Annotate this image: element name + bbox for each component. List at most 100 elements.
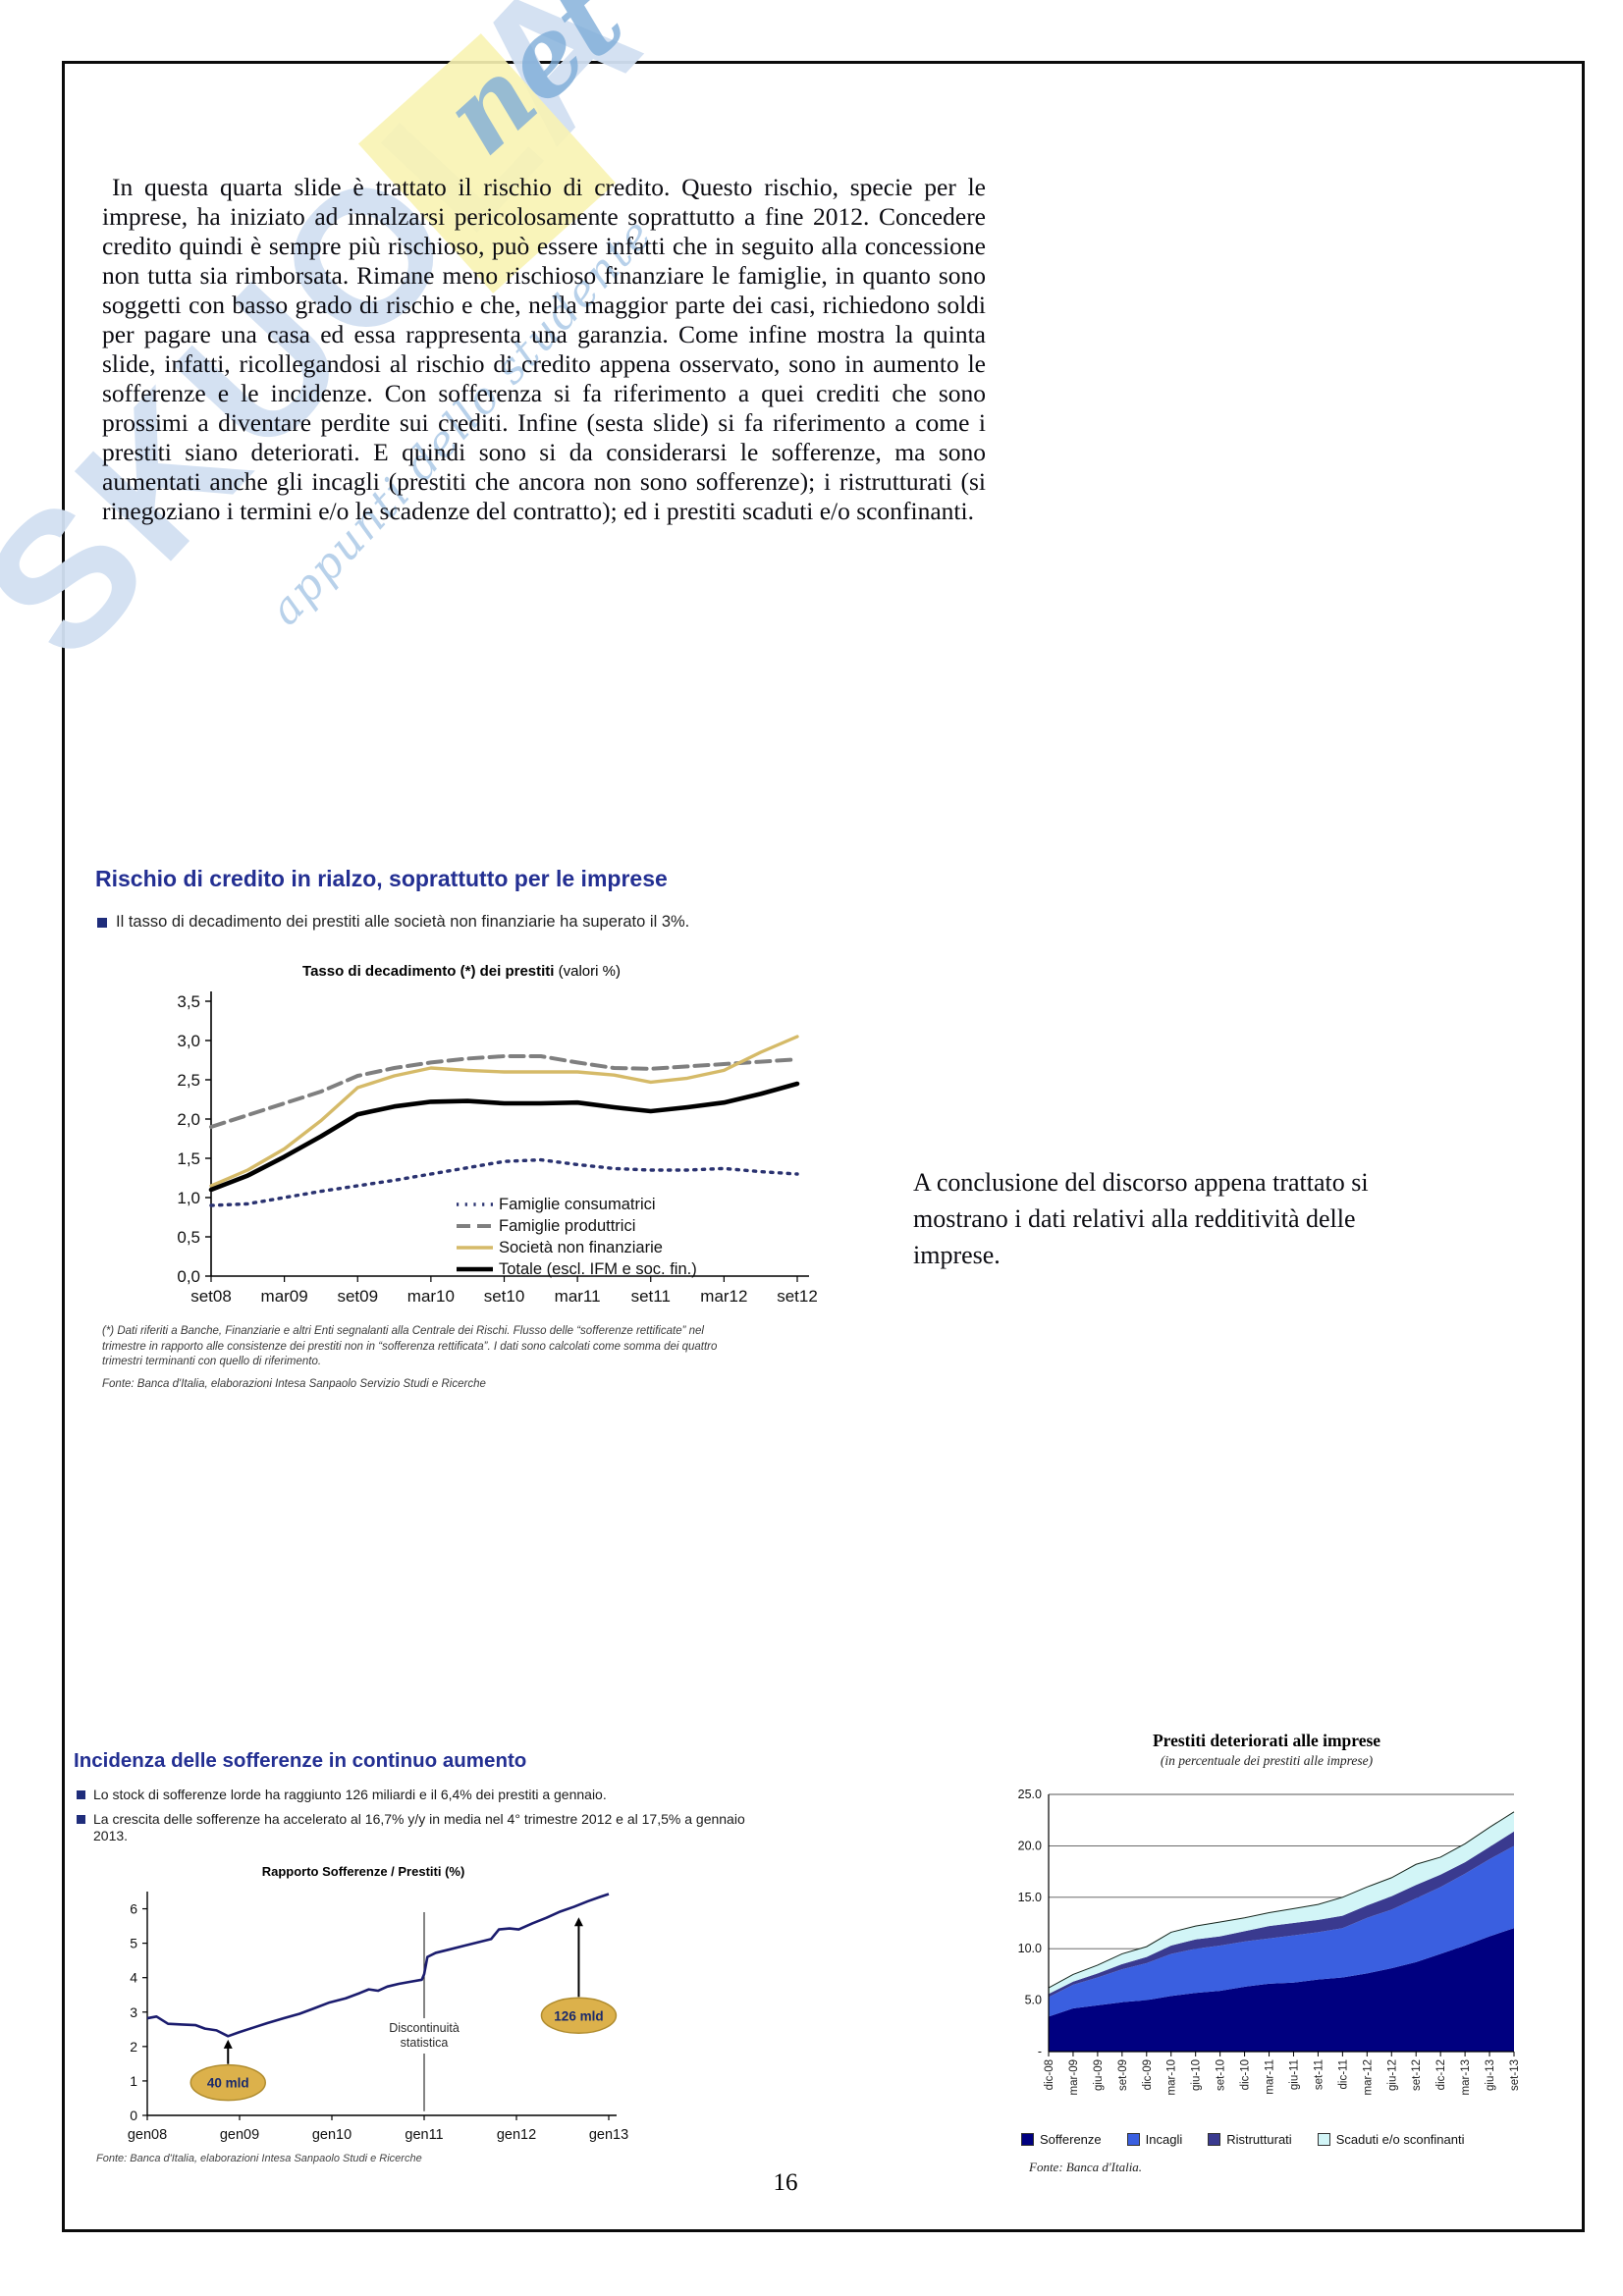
svg-text:dic-09: dic-09 — [1142, 2059, 1154, 2090]
legend-swatch-icon — [1208, 2133, 1221, 2146]
svg-text:5: 5 — [130, 1936, 137, 1951]
slide5-title: Incidenza delle sofferenze in continuo a… — [74, 1749, 527, 1772]
chart-prestiti-deteriorati: - 5.0 10.0 15.0 20.0 25.0 dic-08 mar-09 giu-09 se… — [1018, 1788, 1521, 2095]
chart1-footnote: (*) Dati riferiti a Banche, Finanziarie … — [102, 1325, 718, 1367]
svg-text:20.0: 20.0 — [1018, 1839, 1042, 1852]
svg-text:set11: set11 — [631, 1287, 671, 1306]
bullet-square-icon — [77, 1814, 85, 1824]
legend-item: Ristrutturati — [1208, 2132, 1292, 2147]
svg-text:set-11: set-11 — [1313, 2059, 1325, 2090]
svg-text:Famiglie produttrici: Famiglie produttrici — [499, 1217, 635, 1235]
chart3-title: Prestiti deteriorati alle imprese — [1152, 1731, 1381, 1750]
svg-text:dic-08: dic-08 — [1044, 2059, 1055, 2090]
svg-text:dic-11: dic-11 — [1337, 2059, 1349, 2089]
svg-text:set-09: set-09 — [1117, 2059, 1129, 2091]
slide5-bullet-2-text: La crescita delle sofferenze ha accelera… — [93, 1810, 745, 1844]
slide5-bullet-1-text: Lo stock di sofferenze lorde ha raggiunt… — [93, 1787, 607, 1802]
svg-text:gen08: gen08 — [128, 2127, 167, 2143]
legend-swatch-icon — [1126, 2133, 1140, 2146]
svg-text:40 mld: 40 mld — [207, 2076, 249, 2091]
svg-text:0,0: 0,0 — [177, 1267, 200, 1286]
legend-label: Scaduti e/o sconfinanti — [1335, 2132, 1465, 2147]
chart2-title: Rapporto Sofferenze / Prestiti (%) — [261, 1864, 465, 1879]
slide5-bullet-1: Lo stock di sofferenze lorde ha raggiunt… — [77, 1787, 754, 1804]
chart1-title-bold: Tasso di decadimento (*) dei prestiti — [302, 963, 555, 980]
legend-label: Ristrutturati — [1226, 2132, 1292, 2147]
chart3-source: Fonte: Banca d'Italia. — [1029, 2160, 1143, 2174]
chart1-title-note: (valori %) — [554, 963, 621, 980]
svg-text:0,5: 0,5 — [177, 1228, 200, 1247]
legend-swatch-icon — [1317, 2133, 1330, 2146]
svg-text:mar09: mar09 — [261, 1287, 308, 1306]
svg-text:0: 0 — [130, 2108, 137, 2123]
svg-text:set-10: set-10 — [1216, 2059, 1227, 2091]
svg-text:set-13: set-13 — [1509, 2059, 1521, 2091]
legend-item: Scaduti e/o sconfinanti — [1317, 2132, 1465, 2147]
legend-label: Sofferenze — [1040, 2132, 1102, 2147]
chart2-source: Fonte: Banca d'Italia, elaborazioni Inte… — [96, 2153, 422, 2164]
svg-text:Società non finanziarie: Società non finanziarie — [499, 1239, 663, 1256]
svg-text:6: 6 — [130, 1901, 137, 1917]
svg-text:4: 4 — [130, 1970, 137, 1986]
svg-text:2,5: 2,5 — [177, 1071, 200, 1090]
svg-text:mar-12: mar-12 — [1362, 2059, 1374, 2095]
svg-text:set09: set09 — [337, 1287, 378, 1306]
svg-text:2: 2 — [130, 2039, 137, 2055]
aside-paragraph: A conclusione del discorso appena tratta… — [913, 1168, 1369, 1269]
svg-text:3,0: 3,0 — [177, 1032, 200, 1050]
page-border — [62, 61, 1585, 2232]
legend-item: Sofferenze — [1021, 2132, 1102, 2147]
chart3-legend: Sofferenze Incagli Ristrutturati Scaduti e/… — [1021, 2132, 1532, 2147]
svg-text:1: 1 — [130, 2073, 137, 2089]
svg-text:Famiglie consumatrici: Famiglie consumatrici — [499, 1196, 656, 1213]
legend-label: Incagli — [1145, 2132, 1183, 2147]
svg-text:statistica: statistica — [401, 2036, 449, 2050]
svg-text:gen12: gen12 — [497, 2127, 536, 2143]
bullet-square-icon — [77, 1790, 85, 1799]
svg-text:3: 3 — [130, 2004, 137, 2020]
svg-text:mar12: mar12 — [700, 1287, 747, 1306]
svg-text:2,0: 2,0 — [177, 1110, 200, 1129]
slide4-title: Rischio di credito in rialzo, soprattutt… — [95, 866, 668, 891]
legend-item: Incagli — [1126, 2132, 1183, 2147]
svg-text:dic-10: dic-10 — [1240, 2059, 1252, 2090]
svg-text:126 mld: 126 mld — [554, 2008, 603, 2023]
page-number: 16 — [773, 2169, 798, 2196]
slide5-bullets: Lo stock di sofferenze lorde ha raggiunt… — [77, 1787, 754, 1852]
svg-text:dic-12: dic-12 — [1435, 2059, 1447, 2090]
bullet-square-icon — [97, 918, 107, 928]
svg-text:5.0: 5.0 — [1025, 1994, 1042, 2007]
svg-text:giu-11: giu-11 — [1288, 2059, 1300, 2090]
svg-text:giu-12: giu-12 — [1386, 2059, 1398, 2091]
chart1-source: Fonte: Banca d'Italia, elaborazioni Inte… — [102, 1378, 486, 1390]
svg-text:mar-10: mar-10 — [1166, 2059, 1178, 2095]
chart-rapporto-sofferenze: 0 1 2 3 4 5 6 gen08 gen09 gen10 gen11 gen12 gen13 Dis… — [128, 1892, 628, 2143]
svg-text:3,5: 3,5 — [177, 992, 200, 1011]
svg-text:Discontinuità: Discontinuità — [389, 2021, 460, 2035]
slide4-bullet: Il tasso di decadimento dei prestiti all… — [97, 913, 863, 932]
svg-text:gen13: gen13 — [589, 2127, 628, 2143]
svg-text:gen10: gen10 — [312, 2127, 352, 2143]
chart3-subtitle: (in percentuale dei prestiti alle impres… — [1160, 1753, 1374, 1768]
svg-text:15.0: 15.0 — [1018, 1891, 1042, 1904]
chart1-title: Tasso di decadimento (*) dei prestiti (v… — [137, 963, 785, 980]
svg-text:mar11: mar11 — [555, 1287, 601, 1306]
svg-text:set10: set10 — [484, 1287, 525, 1306]
legend-swatch-icon — [1021, 2133, 1034, 2146]
svg-text:mar-13: mar-13 — [1460, 2059, 1472, 2095]
svg-text:set-12: set-12 — [1411, 2059, 1423, 2091]
svg-text:set12: set12 — [777, 1287, 818, 1306]
svg-text:1,5: 1,5 — [177, 1149, 200, 1168]
svg-text:-: - — [1038, 2045, 1042, 2058]
svg-text:giu-09: giu-09 — [1093, 2059, 1105, 2091]
slide5-bullet-2: La crescita delle sofferenze ha accelera… — [77, 1811, 754, 1845]
svg-text:mar-09: mar-09 — [1068, 2059, 1080, 2095]
slide4-bullet-text: Il tasso di decadimento dei prestiti all… — [116, 913, 690, 931]
svg-text:gen11: gen11 — [405, 2127, 443, 2143]
chart-tasso-decadimento: 0,0 0,5 1,0 1,5 2,0 2,5 3,0 3,5 set08 mar09 set09 m… — [177, 991, 818, 1306]
svg-text:gen09: gen09 — [220, 2127, 259, 2143]
svg-text:giu-13: giu-13 — [1485, 2059, 1496, 2091]
svg-text:10.0: 10.0 — [1018, 1942, 1042, 1955]
svg-text:25.0: 25.0 — [1018, 1788, 1042, 1801]
svg-text:Totale (escl. IFM e soc. fin.): Totale (escl. IFM e soc. fin.) — [499, 1260, 697, 1278]
